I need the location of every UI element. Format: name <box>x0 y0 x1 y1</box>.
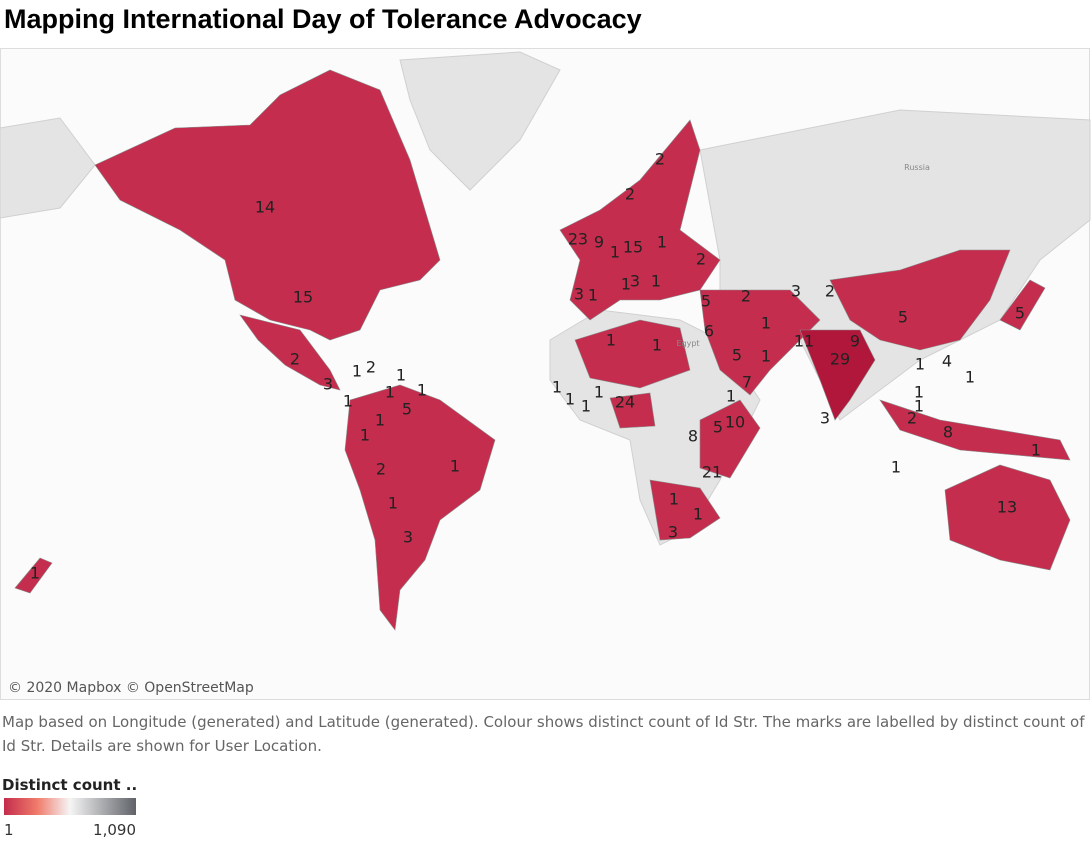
count-label: 3 <box>820 409 830 428</box>
count-label: 2 <box>625 185 635 204</box>
count-label: 8 <box>688 427 698 446</box>
legend: 1 1,090 <box>4 798 136 839</box>
count-label: 15 <box>623 238 643 257</box>
count-label: 4 <box>942 352 952 371</box>
count-label: 1 <box>761 347 771 366</box>
count-label: 1 <box>914 383 924 402</box>
count-label: 8 <box>943 423 953 442</box>
count-label: 1 <box>565 390 575 409</box>
count-label: 5 <box>1015 304 1025 323</box>
count-label: 1 <box>388 494 398 513</box>
highlighted-regions <box>14 69 1071 631</box>
count-label: 1 <box>693 505 703 524</box>
count-label: 13 <box>997 498 1017 517</box>
count-label: 1 <box>606 331 616 350</box>
count-label: 15 <box>293 288 313 307</box>
count-label: 1 <box>588 286 598 305</box>
count-label: 3 <box>630 272 640 291</box>
count-label: 2 <box>907 409 917 428</box>
count-label: 3 <box>791 282 801 301</box>
count-label: 2 <box>290 350 300 369</box>
count-label: 1 <box>726 387 736 406</box>
count-label: 1 <box>1031 441 1041 460</box>
count-label: 5 <box>732 346 742 365</box>
count-label: 3 <box>668 523 678 542</box>
count-label: 7 <box>742 373 752 392</box>
count-label: 3 <box>578 230 588 249</box>
count-label: 1 <box>375 411 385 430</box>
count-label: 5 <box>898 308 908 327</box>
count-label: 1 <box>915 355 925 374</box>
count-label: 1 <box>352 362 362 381</box>
count-label: 1 <box>761 314 771 333</box>
caption: Map based on Longitude (generated) and L… <box>2 713 1085 755</box>
count-label: 3 <box>323 375 333 394</box>
legend-min: 1 <box>4 821 14 839</box>
count-label: 1 <box>610 243 620 262</box>
count-label: 2 <box>696 250 706 269</box>
count-label: 1 <box>651 272 661 291</box>
legend-max: 1,090 <box>93 821 136 839</box>
count-label: 1 <box>891 458 901 477</box>
count-label: 1 <box>669 490 679 509</box>
count-label: 24 <box>615 393 635 412</box>
count-label: 1 <box>343 392 353 411</box>
count-label: 5 <box>402 400 412 419</box>
count-label: 2 <box>825 282 835 301</box>
count-label: 5 <box>713 418 723 437</box>
count-label: 3 <box>403 528 413 547</box>
count-label: 1 <box>657 233 667 252</box>
count-label: 1 <box>652 336 662 355</box>
count-label: 3 <box>574 285 584 304</box>
title: Mapping International Day of Tolerance A… <box>4 4 642 34</box>
count-label: 9 <box>850 332 860 351</box>
attribution: © 2020 Mapbox © OpenStreetMap <box>8 680 254 696</box>
count-label: 1 <box>30 564 40 583</box>
count-label: 1 <box>965 368 975 387</box>
count-label: 11 <box>794 332 814 351</box>
count-label: 2 <box>376 460 386 479</box>
count-label: 1 <box>450 457 460 476</box>
count-label: 1 <box>914 397 924 416</box>
count-label: 10 <box>725 413 745 432</box>
land <box>0 51 1091 546</box>
count-label: 5 <box>701 292 711 311</box>
count-label: 1 <box>594 383 604 402</box>
legend-title: Distinct count .. <box>2 776 138 794</box>
count-label: 2 <box>366 358 376 377</box>
count-label: 1 <box>360 426 370 445</box>
count-label: 9 <box>594 233 604 252</box>
color-ramp <box>4 798 136 815</box>
place-name: Russia <box>904 163 930 172</box>
count-label: 2 <box>655 150 665 169</box>
count-label: 1 <box>417 381 427 400</box>
count-label: 6 <box>704 322 714 341</box>
count-label: 29 <box>830 350 850 369</box>
place-name: Egypt <box>676 339 699 348</box>
count-label: 1 <box>621 275 631 294</box>
count-label: 2 <box>568 230 578 249</box>
count-label: 2 <box>741 287 751 306</box>
count-label: 1 <box>552 378 562 397</box>
count-label: 21 <box>702 463 722 482</box>
count-label: 14 <box>255 198 275 217</box>
count-label: 1 <box>385 383 395 402</box>
count-label: 1 <box>581 397 591 416</box>
count-label: 1 <box>396 366 406 385</box>
